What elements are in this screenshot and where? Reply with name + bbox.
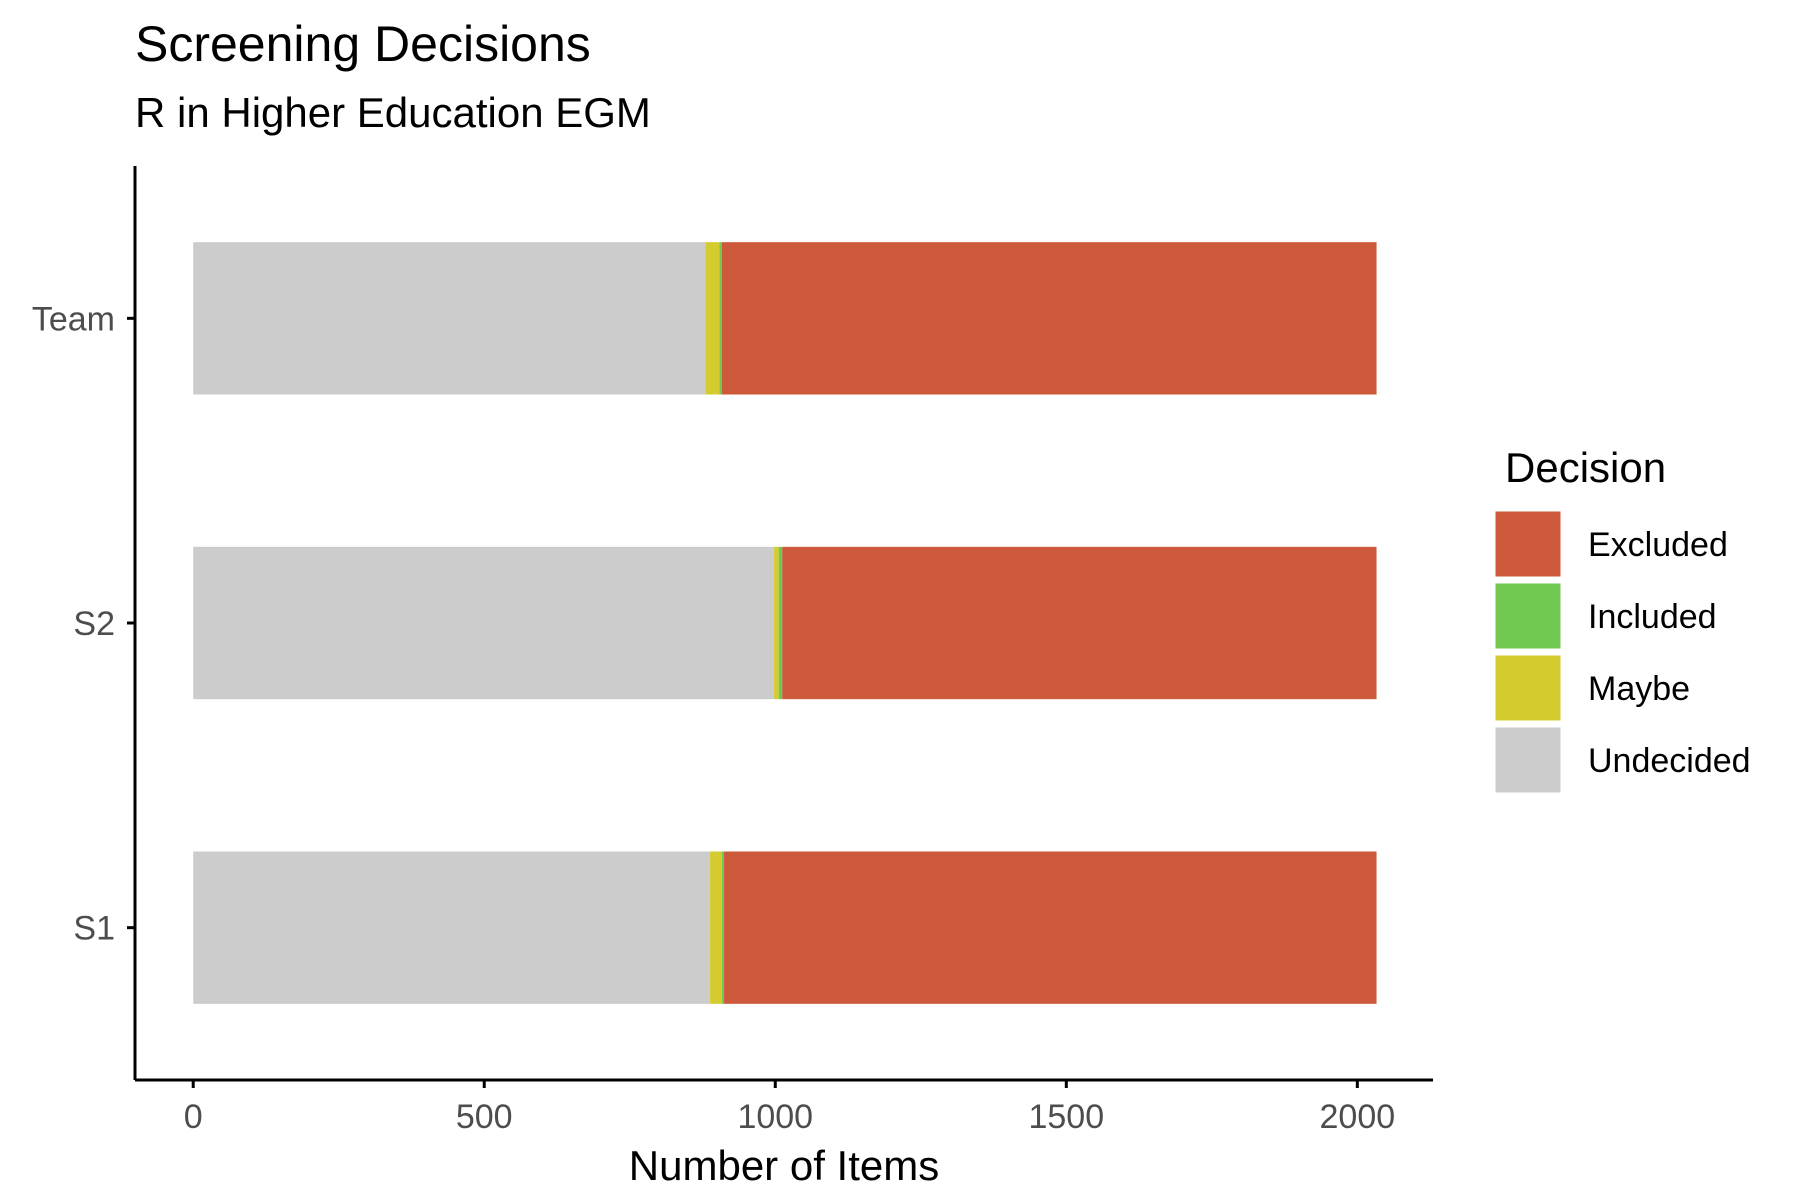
bar-s1-excluded bbox=[724, 851, 1377, 1004]
bar-team-undecided bbox=[193, 242, 706, 395]
bar-s2-included bbox=[778, 546, 783, 700]
y-tick-label-s1: S1 bbox=[73, 910, 115, 948]
legend-swatch-undecided bbox=[1492, 724, 1564, 796]
bar-team-maybe bbox=[705, 242, 720, 395]
legend-swatch-included bbox=[1492, 580, 1564, 652]
bar-s1-maybe bbox=[710, 851, 722, 1004]
bar-s2-excluded bbox=[782, 546, 1377, 700]
legend-label-undecided: Undecided bbox=[1588, 742, 1751, 780]
x-ticks-layer: 0 500 1000 1500 2000 bbox=[184, 1080, 1395, 1136]
legend: Decision Excluded Included Maybe Undecided bbox=[1492, 444, 1751, 796]
legend-title: Decision bbox=[1505, 444, 1666, 491]
x-tick-label-2000: 2000 bbox=[1320, 1098, 1396, 1136]
x-tick-label-1000: 1000 bbox=[737, 1098, 813, 1136]
x-tick-label-500: 500 bbox=[456, 1098, 513, 1136]
y-tick-label-s2: S2 bbox=[73, 605, 115, 643]
x-tick-label-0: 0 bbox=[184, 1098, 203, 1136]
y-ticks-layer: Team S2 S1 bbox=[32, 300, 135, 948]
legend-label-maybe: Maybe bbox=[1588, 670, 1690, 708]
legend-swatch-maybe bbox=[1492, 652, 1564, 724]
bar-s2-undecided bbox=[193, 546, 775, 700]
bar-team-excluded bbox=[721, 242, 1377, 395]
x-tick-label-1500: 1500 bbox=[1028, 1098, 1104, 1136]
legend-swatch-excluded bbox=[1492, 508, 1564, 580]
chart-subtitle: R in Higher Education EGM bbox=[135, 89, 651, 136]
bar-s1-included bbox=[721, 851, 725, 1004]
y-tick-label-team: Team bbox=[32, 300, 115, 338]
bars-layer bbox=[193, 242, 1377, 1004]
bar-s1-undecided bbox=[193, 851, 711, 1004]
bar-s2-maybe bbox=[774, 546, 779, 700]
legend-label-excluded: Excluded bbox=[1588, 526, 1728, 564]
legend-label-included: Included bbox=[1588, 598, 1717, 636]
x-axis-label: Number of Items bbox=[629, 1142, 939, 1189]
bar-team-included bbox=[719, 242, 722, 395]
chart-title: Screening Decisions bbox=[135, 16, 591, 72]
